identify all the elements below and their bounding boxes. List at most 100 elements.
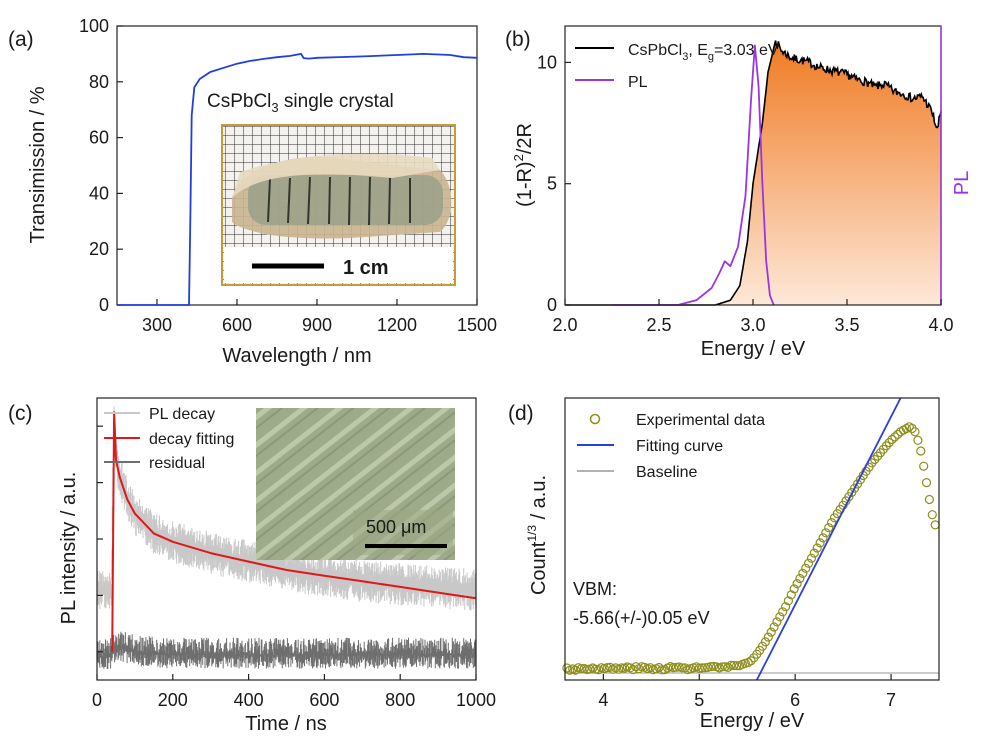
- panel-d: (d) 4 5 6 7 Energy / eV Count1/3 / a.u. Exp…: [508, 397, 940, 732]
- experimental-point: [605, 662, 615, 673]
- panel-a-ytick-label: 40: [89, 183, 109, 203]
- panel-a-xtick-label: 1200: [377, 315, 417, 335]
- experimental-point: [723, 662, 733, 673]
- panel-c-legend: PL decay decay fitting residual: [104, 406, 234, 472]
- panel-a-ylabel: Transimission / %: [27, 86, 49, 243]
- experimental-point: [562, 663, 572, 673]
- experimental-point: [631, 662, 641, 672]
- experimental-point: [798, 568, 808, 579]
- crystal-scalebar-label: 1 cm: [343, 257, 389, 279]
- panel-a-xtick-label: 900: [302, 315, 332, 335]
- microscope-photo: 500 μm: [256, 408, 455, 560]
- panel-c: (c) 0 200 400 600 800 1000 Time / ns PL inten…: [8, 397, 496, 735]
- experimental-point: [815, 538, 825, 548]
- experimental-point: [806, 553, 817, 563]
- panel-b: (b) 2.0 2.5 3.0 3.5 4.0 0 5 10 Energy / eV (1-R…: [505, 25, 973, 360]
- experimental-point: [795, 573, 805, 584]
- panel-b-ylabel: (1-R)2/2R: [511, 123, 536, 207]
- panel-a-ytick-label: 100: [79, 16, 109, 36]
- experimental-point: [783, 596, 794, 606]
- experimental-point: [729, 660, 739, 671]
- panel-b-ytick-label: 10: [537, 52, 557, 72]
- panel-b-xtick-label: 2.0: [552, 315, 577, 335]
- panel-a: (a) 300 600 900 1200 1500 0 20 40 60 80 100 Wavele…: [8, 16, 497, 367]
- experimental-point: [824, 523, 834, 533]
- experimental-point: [890, 432, 900, 442]
- panel-a-xtick-label: 300: [142, 315, 172, 335]
- legend-label-fitting: decay fitting: [149, 431, 234, 448]
- experimental-point: [726, 660, 736, 671]
- experimental-point: [694, 663, 704, 673]
- pl-curve: [612, 44, 775, 306]
- panel-a-ytick-label: 20: [89, 239, 109, 259]
- panel-c-xtick-label: 200: [158, 690, 188, 710]
- experimental-point: [602, 662, 612, 673]
- legend-label-residual: residual: [149, 455, 205, 472]
- legend-label-pl-decay: PL decay: [149, 406, 215, 423]
- experimental-point: [927, 510, 937, 520]
- experimental-point: [657, 665, 667, 675]
- panel-a-label: (a): [8, 28, 34, 51]
- legend-swatch-experimental: [589, 413, 601, 425]
- experimental-point: [766, 627, 776, 637]
- panel-a-xtick-label: 1500: [457, 315, 497, 335]
- panel-c-label: (c): [8, 402, 33, 425]
- panel-c-xtick-label: 400: [234, 690, 264, 710]
- experimental-point: [826, 517, 837, 528]
- experimental-point: [887, 434, 897, 445]
- vbm-annotation-line1: VBM:: [573, 579, 617, 599]
- panel-d-frame: [564, 397, 940, 681]
- absorption-fill: [565, 40, 941, 305]
- legend-label-fitting-curve: Fitting curve: [636, 438, 723, 455]
- transmission-curve: [117, 52, 478, 306]
- panel-d-legend: Experimental data Fitting curve Baseline: [577, 412, 765, 481]
- experimental-point: [763, 632, 773, 642]
- panel-d-xtick-label: 6: [790, 690, 800, 710]
- experimental-point: [786, 590, 796, 600]
- experimental-point: [775, 612, 785, 622]
- crystal-caption: CsPbCl3 single crystal: [207, 91, 394, 115]
- decay-fit-curve: [111, 411, 477, 652]
- experimental-point: [645, 663, 655, 673]
- experimental-point: [930, 520, 940, 530]
- panel-a-frame: [116, 25, 478, 306]
- legend-label-baseline: Baseline: [636, 464, 697, 481]
- panel-b-label: (b): [505, 28, 531, 51]
- experimental-point: [717, 662, 727, 672]
- experimental-point: [732, 661, 742, 671]
- panel-c-xtick-label: 1000: [456, 690, 496, 710]
- panel-a-xtick-label: 600: [222, 315, 252, 335]
- experimental-point: [921, 478, 932, 488]
- panel-c-xtick-label: 600: [309, 690, 339, 710]
- panel-b-ytick-label: 5: [547, 174, 557, 194]
- fitting-line: [755, 397, 902, 681]
- experimental-point: [760, 637, 771, 647]
- experimental-point: [884, 438, 894, 448]
- panel-d-ylabel: Count1/3 / a.u.: [525, 475, 550, 595]
- panel-a-ytick-label: 60: [89, 128, 109, 148]
- experimental-point: [801, 563, 811, 573]
- experimental-point: [780, 602, 791, 612]
- panel-d-xtick-label: 4: [598, 690, 608, 710]
- experimental-point: [818, 533, 828, 543]
- experimental-point: [680, 663, 690, 673]
- legend-label-experimental: Experimental data: [636, 412, 765, 429]
- experimental-point: [668, 662, 679, 673]
- panel-c-xtick-label: 0: [92, 690, 102, 710]
- panel-b-xlabel: Energy / eV: [701, 338, 806, 360]
- panel-a-ytick-label: 80: [89, 72, 109, 92]
- experimental-point: [924, 494, 935, 505]
- experimental-point: [916, 446, 926, 456]
- panel-d-label: (d): [508, 402, 534, 425]
- experimental-point: [792, 578, 802, 589]
- experimental-point: [778, 607, 788, 617]
- experimental-point: [634, 664, 644, 674]
- experimental-point: [910, 427, 920, 437]
- panel-c-ylabel: PL intensity / a.u.: [58, 472, 80, 625]
- experimental-point: [570, 665, 581, 675]
- crystal-photo: 1 cm: [221, 124, 456, 286]
- panel-b-xtick-label: 3.5: [834, 315, 859, 335]
- residual-trace: [96, 631, 477, 669]
- experimental-point: [593, 665, 604, 675]
